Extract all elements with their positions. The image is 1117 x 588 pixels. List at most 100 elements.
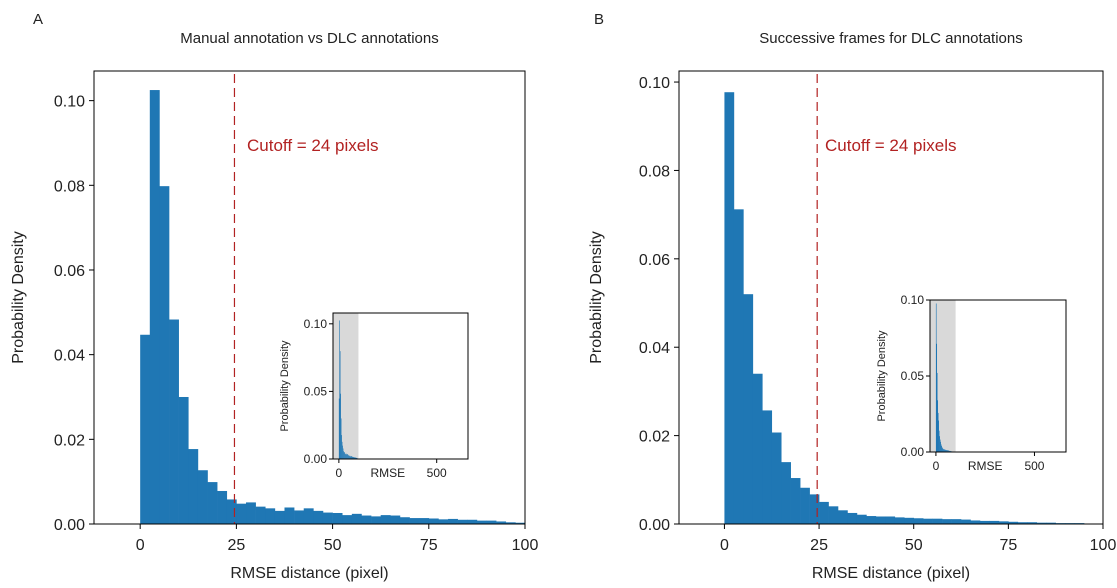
inset-bar [949, 450, 951, 452]
histogram-bar [856, 514, 867, 524]
inset-bar [339, 320, 340, 459]
y-tick-label: 0.10 [639, 75, 670, 92]
histogram-bar [1017, 522, 1028, 524]
inset-bar [341, 435, 342, 459]
histogram-bar [419, 518, 430, 524]
inset-bar [356, 457, 358, 459]
y-tick-label: 0.04 [54, 348, 85, 365]
inset-bar [344, 452, 345, 459]
panel-b: B Successive frames for DLC annotations Cu… [588, 11, 1116, 582]
histogram-bar [284, 507, 295, 524]
inset-bar [947, 450, 948, 452]
histogram-bar [226, 499, 237, 524]
histogram-bar [762, 410, 773, 524]
histogram-bar [207, 482, 218, 524]
inset-bar [942, 448, 944, 452]
inset-bar [935, 303, 937, 452]
inset-bar [940, 441, 941, 452]
histogram-bar [149, 90, 160, 525]
inset-bar [936, 372, 938, 452]
histogram-bar [790, 478, 801, 524]
inset-bar [344, 453, 346, 459]
inset-bar [941, 447, 943, 452]
histogram-bar [951, 519, 962, 524]
histogram-bar [828, 506, 839, 524]
histogram-bar [467, 519, 478, 524]
histogram-bar [1036, 522, 1047, 524]
inset-bar [339, 351, 341, 459]
cutoff-annotation: Cutoff = 24 pixels [247, 136, 379, 155]
inset-y-axis-label: Probability Density [279, 340, 291, 432]
histogram-bar [733, 209, 744, 524]
y-axis-label: Probability Density [588, 231, 605, 364]
histogram-bar [838, 510, 848, 524]
inset-bar [942, 448, 943, 452]
inset-y-tick-label: 0.10 [304, 317, 328, 331]
histogram-bar [847, 512, 858, 524]
histogram-bar [313, 510, 324, 524]
chart-title: Successive frames for DLC annotations [759, 30, 1022, 47]
x-tick-label: 50 [905, 537, 923, 554]
inset-y-tick-label: 0.05 [304, 384, 328, 398]
histogram-bar [236, 503, 247, 524]
inset-x-axis-label: RMSE [370, 466, 405, 480]
panel-label: A [33, 11, 43, 28]
histogram-bar [159, 186, 170, 524]
inset-bar [342, 445, 343, 459]
histogram-bar [724, 92, 735, 525]
histogram-bar [255, 506, 266, 524]
inset-bar [943, 449, 944, 452]
inset-bar [346, 454, 348, 459]
inset-bar [353, 457, 355, 459]
histogram-bar [932, 518, 943, 524]
histogram-bar [1027, 522, 1038, 524]
inset-bar [345, 454, 347, 459]
histogram-bar [752, 373, 763, 524]
histogram-bar [409, 518, 420, 524]
histogram-bar [979, 520, 990, 524]
inset-bar [343, 451, 344, 459]
inset-x-tick-label: 500 [1024, 459, 1044, 473]
histogram-bars [140, 90, 526, 525]
inset-bar [340, 393, 341, 459]
panel-label: B [594, 11, 604, 28]
histogram-bar [438, 519, 449, 524]
inset-bar [349, 455, 351, 459]
inset-bar [947, 450, 949, 452]
inset-bar [342, 448, 344, 459]
histogram-bar [866, 516, 877, 524]
inset-bar [946, 450, 947, 452]
histogram-bar [169, 319, 179, 524]
inset-y-tick-label: 0.05 [901, 369, 925, 383]
x-tick-label: 75 [420, 537, 438, 554]
y-tick-label: 0.00 [54, 517, 85, 534]
histogram-bar [781, 462, 791, 524]
histogram-bar [371, 516, 381, 524]
inset-bar [948, 450, 949, 452]
inset-bar [944, 449, 945, 452]
inset-bar [349, 456, 350, 459]
inset-bar [945, 450, 947, 452]
x-tick-label: 0 [136, 537, 145, 554]
histogram-bar [188, 449, 199, 524]
inset-bars [338, 320, 359, 459]
x-tick-label: 0 [720, 537, 729, 554]
y-axis-label: Probability Density [10, 231, 27, 364]
histogram-bar [140, 334, 151, 524]
histogram-bar [913, 518, 924, 524]
histogram-bar [961, 519, 971, 524]
inset-y-tick-label: 0.00 [901, 445, 925, 459]
histogram-bar [771, 432, 782, 524]
inset-bar [341, 441, 343, 459]
histogram-bar [942, 519, 952, 524]
histogram-bar [448, 518, 458, 524]
histogram-bar [989, 520, 1000, 524]
inset-bar [937, 412, 939, 452]
histogram-bar [322, 512, 333, 524]
histogram-bar [819, 501, 829, 524]
inset-x-tick-label: 0 [933, 459, 940, 473]
histogram-bar [342, 515, 353, 524]
inset-x-tick-label: 0 [336, 466, 343, 480]
histogram-bar [998, 521, 1009, 524]
